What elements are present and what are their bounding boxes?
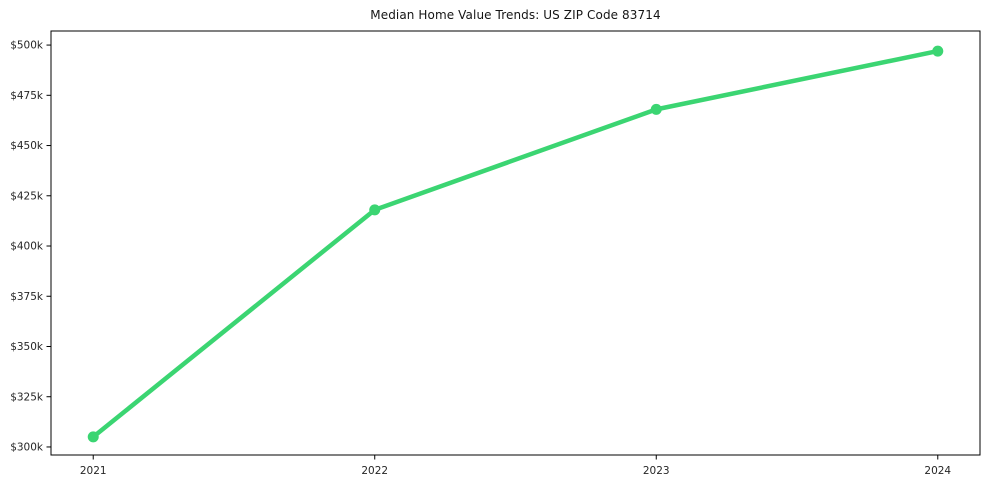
- y-axis-tick-label: $425k: [10, 190, 44, 202]
- x-axis-tick-label: 2022: [361, 465, 388, 477]
- y-axis-tick-label: $350k: [10, 341, 44, 353]
- plot-frame: [50, 30, 981, 456]
- y-axis-tick-label: $475k: [10, 90, 44, 102]
- y-axis-tick-label: $325k: [10, 391, 44, 403]
- x-axis-tick-label: 2021: [80, 465, 107, 477]
- y-axis-tick-label: $450k: [10, 140, 44, 152]
- x-axis-tick-label: 2024: [924, 465, 951, 477]
- y-axis-tick-label: $375k: [10, 291, 44, 303]
- data-point-marker: [369, 204, 381, 216]
- chart-title: Median Home Value Trends: US ZIP Code 83…: [370, 8, 661, 22]
- data-point-marker: [650, 103, 662, 115]
- y-axis-tick-label: $300k: [10, 442, 44, 454]
- data-point-marker: [932, 45, 944, 57]
- data-point-marker: [87, 431, 99, 443]
- series-line: [90, 48, 941, 440]
- x-axis-tick-label: 2023: [643, 465, 670, 477]
- y-axis-tick-label: $400k: [10, 241, 44, 253]
- y-axis-tick-label: $500k: [10, 40, 44, 52]
